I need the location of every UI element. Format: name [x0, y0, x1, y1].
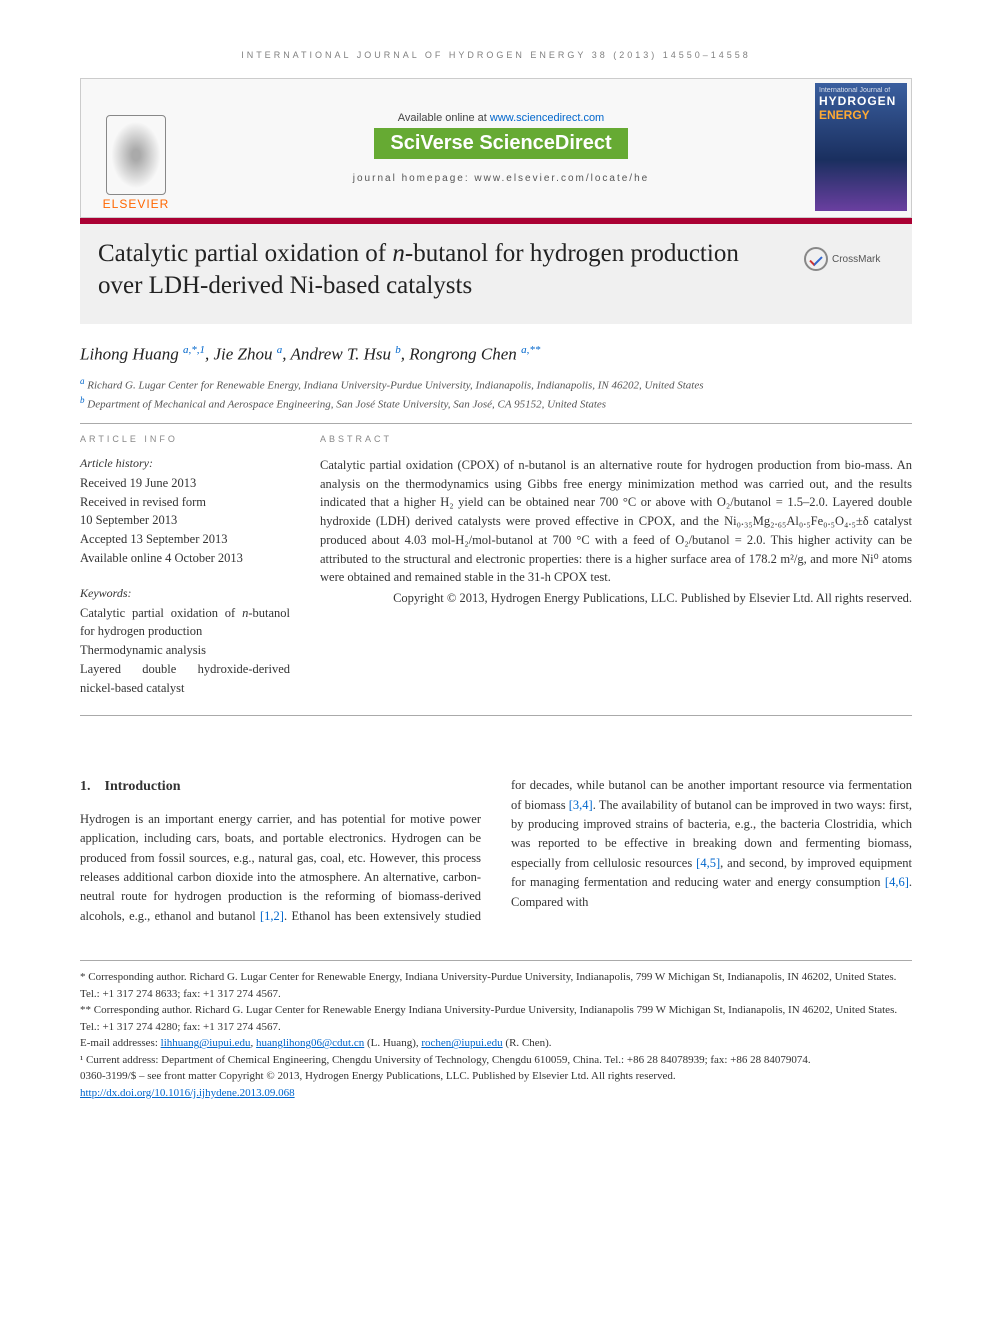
keywords-head: Keywords: [80, 586, 290, 601]
email-link-3[interactable]: rochen@iupui.edu [421, 1037, 502, 1049]
footnote-issn: 0360-3199/$ – see front matter Copyright… [80, 1068, 912, 1085]
divider [80, 715, 912, 716]
crossmark-label: CrossMark [832, 254, 880, 265]
available-online-line: Available online at www.sciencedirect.co… [398, 112, 604, 124]
journal-homepage-line: journal homepage: www.elsevier.com/locat… [353, 173, 649, 184]
abstract-body: Catalytic partial oxidation (CPOX) of n-… [320, 456, 912, 587]
body-two-column: 1. Introduction Hydrogen is an important… [80, 776, 912, 926]
affiliations: a Richard G. Lugar Center for Renewable … [80, 375, 912, 413]
title-italic-n: n [392, 240, 405, 267]
journal-header-box: ELSEVIER Available online at www.science… [80, 78, 912, 218]
article-title: Catalytic partial oxidation of n-butanol… [98, 238, 788, 302]
sciencedirect-link[interactable]: www.sciencedirect.com [490, 112, 604, 124]
intro-paragraph: Hydrogen is an important energy carrier,… [80, 776, 912, 926]
email-link-1[interactable]: lihhuang@iupui.edu [161, 1037, 251, 1049]
header-center: Available online at www.sciencedirect.co… [191, 79, 811, 217]
abstract-head: ABSTRACT [320, 434, 912, 444]
crossmark-badge[interactable]: CrossMark [804, 244, 894, 274]
available-prefix: Available online at [398, 112, 490, 124]
keywords-list: Catalytic partial oxidation of n-butanol… [80, 604, 290, 698]
running-head: INTERNATIONAL JOURNAL OF HYDROGEN ENERGY… [80, 50, 912, 60]
abstract-copyright: Copyright © 2013, Hydrogen Energy Public… [320, 589, 912, 608]
sciverse-brand: SciVerse ScienceDirect [374, 128, 627, 159]
footnotes: * Corresponding author. Richard G. Lugar… [80, 960, 912, 1101]
journal-cover-thumb: International Journal of HYDROGEN ENERGY [811, 79, 911, 217]
publisher-logo: ELSEVIER [81, 79, 191, 217]
title-pre: Catalytic partial oxidation of [98, 240, 392, 267]
crossmark-icon [804, 247, 828, 271]
title-block: Catalytic partial oxidation of n-butanol… [80, 224, 912, 324]
footnote-corresponding-1: * Corresponding author. Richard G. Lugar… [80, 969, 912, 1002]
email-paren-1: (L. Huang), [364, 1037, 421, 1049]
footnote-corresponding-2: ** Corresponding author. Richard G. Luga… [80, 1002, 912, 1035]
elsevier-tree-icon [106, 115, 166, 195]
article-info-head: ARTICLE INFO [80, 434, 290, 444]
abstract-column: ABSTRACT Catalytic partial oxidation (CP… [320, 434, 912, 698]
author-list: Lihong Huang a,*,1, Jie Zhou a, Andrew T… [80, 344, 912, 365]
footnote-current-address: ¹ Current address: Department of Chemica… [80, 1052, 912, 1069]
email-link-2[interactable]: huanglihong06@cdut.cn [256, 1037, 364, 1049]
footnote-emails: E-mail addresses: lihhuang@iupui.edu, hu… [80, 1035, 912, 1052]
divider [80, 423, 912, 424]
section-1-heading: 1. Introduction [80, 776, 481, 798]
publisher-name: ELSEVIER [103, 197, 170, 211]
article-history: Received 19 June 2013Received in revised… [80, 474, 290, 568]
email-paren-2: (R. Chen). [503, 1037, 552, 1049]
cover-line1: International Journal of [819, 87, 903, 94]
info-abstract-row: ARTICLE INFO Article history: Received 1… [80, 434, 912, 698]
article-info-column: ARTICLE INFO Article history: Received 1… [80, 434, 290, 698]
history-head: Article history: [80, 456, 290, 471]
email-label: E-mail addresses: [80, 1037, 161, 1049]
doi-link[interactable]: http://dx.doi.org/10.1016/j.ijhydene.201… [80, 1087, 295, 1099]
cover-line2: HYDROGEN [819, 94, 903, 108]
cover-line3: ENERGY [819, 108, 903, 122]
